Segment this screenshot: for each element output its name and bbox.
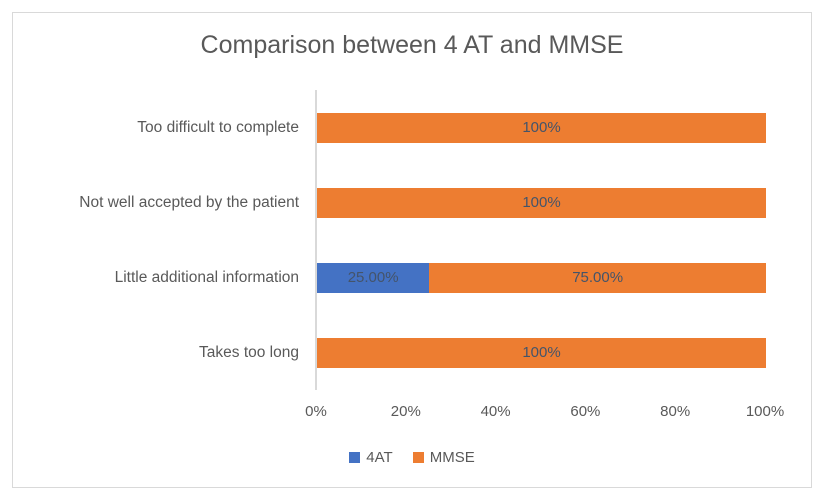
x-tick-label: 0% xyxy=(305,403,327,420)
bar-track: 25.00% 75.00% xyxy=(317,262,766,293)
legend-swatch-icon xyxy=(349,452,361,463)
chart-row: Too difficult to complete 100% xyxy=(13,90,811,165)
plot-area: Too difficult to complete 100% Not well ac… xyxy=(13,90,811,390)
bar-segment-mmse: 100% xyxy=(317,112,766,143)
chart-row: Little additional information 25.00% 75.00… xyxy=(13,240,811,315)
legend-swatch-icon xyxy=(412,452,424,463)
legend: 4AT MMSE xyxy=(13,449,811,466)
data-label: 25.00% xyxy=(347,269,399,286)
legend-item-mmse: MMSE xyxy=(412,449,475,466)
x-tick-label: 20% xyxy=(390,403,421,420)
chart-row: Takes too long 100% xyxy=(13,315,811,390)
y-axis-line xyxy=(315,90,317,390)
bar-track: 100% xyxy=(317,112,766,143)
data-label: 100% xyxy=(522,344,561,361)
x-tick-label: 100% xyxy=(745,403,785,420)
category-label: Takes too long xyxy=(199,343,299,361)
legend-item-4at: 4AT xyxy=(349,449,393,466)
data-label: 75.00% xyxy=(572,269,624,286)
x-tick-label: 80% xyxy=(660,403,691,420)
x-axis-ticks: 0% 20% 40% 60% 80% 100% xyxy=(305,403,784,425)
category-label: Not well accepted by the patient xyxy=(79,193,299,211)
bar-segment-mmse: 100% xyxy=(317,337,766,368)
bar-track: 100% xyxy=(317,187,766,218)
bar-track: 100% xyxy=(317,337,766,368)
category-label: Too difficult to complete xyxy=(137,118,299,136)
x-tick-label: 40% xyxy=(480,403,511,420)
x-tick-label: 60% xyxy=(570,403,601,420)
bar-segment-4at: 25.00% xyxy=(317,262,430,293)
bar-segment-mmse: 75.00% xyxy=(429,262,766,293)
chart-title: Comparison between 4 AT and MMSE xyxy=(200,31,624,59)
chart-container: Comparison between 4 AT and MMSE Too dif… xyxy=(12,12,812,488)
data-label: 100% xyxy=(522,119,561,136)
legend-label: 4AT xyxy=(366,449,393,466)
chart-row: Not well accepted by the patient 100% xyxy=(13,165,811,240)
bar-segment-mmse: 100% xyxy=(317,187,766,218)
data-label: 100% xyxy=(522,194,561,211)
legend-label: MMSE xyxy=(429,449,475,466)
plot-rows: Too difficult to complete 100% Not well ac… xyxy=(13,90,811,390)
category-label: Little additional information xyxy=(114,268,299,286)
